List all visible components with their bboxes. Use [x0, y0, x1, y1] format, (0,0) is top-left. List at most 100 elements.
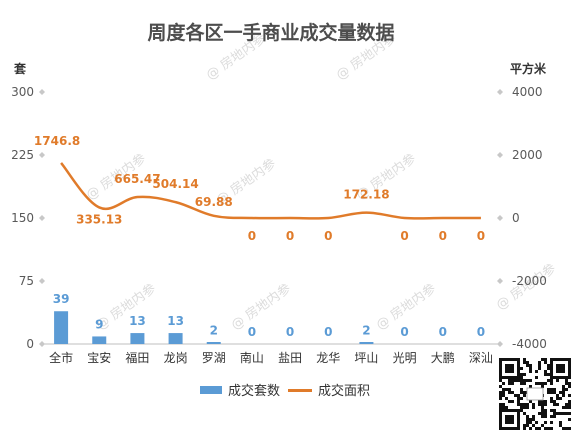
right-tick-marker: [497, 215, 503, 221]
qr-module: [559, 412, 562, 415]
qr-module: [529, 367, 532, 370]
qr-module: [517, 394, 520, 397]
qr-module: [544, 361, 547, 364]
qr-module: [565, 412, 568, 415]
qr-module: [553, 409, 556, 412]
qr-module: [541, 358, 544, 361]
category-label: 深汕: [469, 351, 493, 365]
qr-center-logo: [526, 387, 544, 401]
qr-module: [529, 427, 532, 430]
qr-module: [544, 400, 547, 403]
left-tick-label: 75: [19, 274, 34, 288]
qr-module: [532, 418, 535, 421]
qr-module: [538, 427, 541, 430]
line-data-label: 0: [477, 229, 485, 243]
qr-module: [553, 412, 556, 415]
qr-module: [562, 412, 565, 415]
line-data-label: 0: [400, 229, 408, 243]
qr-module: [541, 406, 544, 409]
qr-module: [544, 373, 547, 376]
bar: [54, 311, 69, 344]
line-data-label: 665.47: [114, 172, 160, 186]
chart-title: 周度各区一手商业成交量数据: [147, 21, 394, 44]
qr-module: [562, 427, 565, 430]
line-data-label: 0: [248, 229, 256, 243]
qr-module: [565, 403, 568, 406]
qr-module: [568, 382, 571, 385]
category-label: 龙华: [316, 351, 340, 365]
qr-module: [547, 427, 550, 430]
qr-module: [544, 421, 547, 424]
qr-module: [556, 397, 559, 400]
category-label: 盐田: [278, 351, 302, 365]
line-data-label: 0: [286, 229, 294, 243]
qr-code: [499, 358, 571, 430]
right-tick-label: 4000: [512, 85, 543, 99]
watermark-text: @ 房地内参: [228, 281, 294, 334]
qr-module: [562, 406, 565, 409]
category-label: 宝安: [87, 350, 111, 365]
bar-data-label: 2: [210, 323, 218, 337]
qr-module: [553, 403, 556, 406]
category-label: 福田: [125, 350, 149, 365]
qr-module: [499, 391, 502, 394]
qr-module: [499, 397, 502, 400]
bar-data-label: 39: [53, 292, 70, 306]
qr-module: [544, 427, 547, 430]
qr-module: [520, 376, 523, 379]
line-data-label: 1746.8: [34, 134, 80, 148]
category-label: 龙岗: [164, 351, 188, 365]
bar-data-label: 0: [439, 325, 447, 339]
qr-module: [553, 391, 556, 394]
qr-module: [556, 412, 559, 415]
qr-module: [526, 379, 529, 382]
qr-module: [520, 367, 523, 370]
qr-module: [544, 370, 547, 373]
qr-module: [544, 403, 547, 406]
qr-module: [520, 382, 523, 385]
qr-module: [529, 400, 532, 403]
qr-module: [556, 394, 559, 397]
qr-module: [535, 427, 538, 430]
line-data-label: 0: [324, 229, 332, 243]
line-data-label: 0: [439, 229, 447, 243]
qr-module: [568, 427, 571, 430]
right-tick-label: 0: [512, 211, 520, 225]
qr-module: [532, 403, 535, 406]
qr-module: [538, 403, 541, 406]
legend[interactable]: 成交套数 成交面积: [200, 383, 370, 399]
qr-module: [532, 406, 535, 409]
line-data-label: 504.14: [152, 177, 198, 191]
qr-module: [547, 373, 550, 376]
qr-module: [568, 394, 571, 397]
qr-module: [505, 388, 508, 391]
left-tick-marker: [39, 215, 45, 221]
bar-data-label: 0: [324, 325, 332, 339]
left-tick-marker: [39, 341, 45, 347]
qr-module: [568, 385, 571, 388]
left-tick-marker: [39, 278, 45, 284]
qr-module: [520, 391, 523, 394]
qr-module: [529, 370, 532, 373]
qr-module: [511, 379, 514, 382]
qr-module: [529, 385, 532, 388]
line-series: [60, 162, 481, 220]
qr-module: [529, 379, 532, 382]
qr-module: [520, 409, 523, 412]
qr-module: [514, 394, 517, 397]
qr-module: [502, 382, 505, 385]
line-data-label: 69.88: [195, 195, 233, 209]
legend-bar-label: 成交套数: [228, 383, 280, 399]
qr-module: [520, 397, 523, 400]
qr-module: [526, 421, 529, 424]
qr-module: [508, 379, 511, 382]
bar-data-label: 2: [362, 323, 370, 337]
qr-module: [523, 358, 526, 361]
qr-module: [550, 388, 553, 391]
qr-module: [544, 415, 547, 418]
qr-module: [520, 373, 523, 376]
qr-module: [565, 427, 568, 430]
qr-module: [550, 391, 553, 394]
